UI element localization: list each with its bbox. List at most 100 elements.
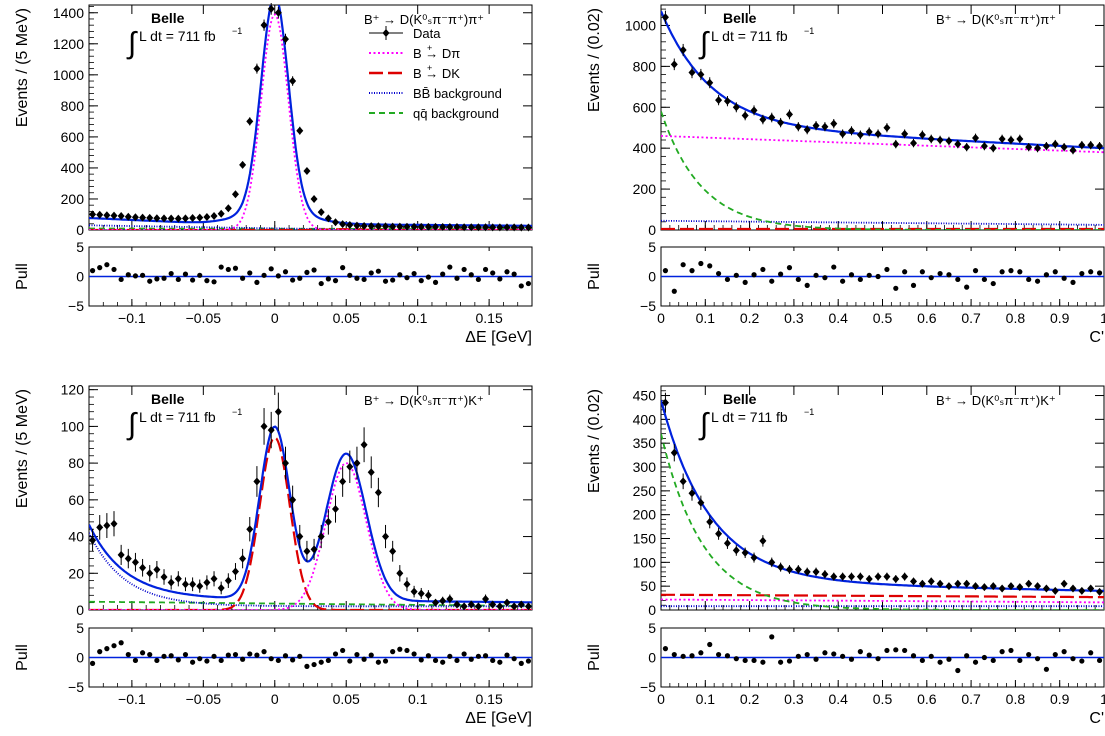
curve-total	[661, 400, 1104, 592]
pull-point	[282, 653, 289, 659]
data-point	[670, 60, 678, 69]
data-point	[874, 129, 882, 138]
pull-point	[804, 651, 810, 658]
legend-label: B → Dπ	[413, 46, 460, 61]
data-point	[203, 578, 211, 587]
y-tick-label: 600	[61, 129, 85, 145]
data-point	[785, 110, 793, 119]
lumi-integral: ∫	[698, 27, 710, 60]
curve-qqbar	[89, 600, 532, 607]
pull-point	[154, 657, 160, 664]
pull-point	[211, 279, 217, 285]
pull-point	[290, 277, 296, 283]
pull-point	[89, 660, 96, 667]
pull-point	[118, 276, 124, 283]
data-point	[688, 68, 696, 77]
y-tick-label: 1000	[53, 67, 84, 83]
data-point	[439, 223, 447, 232]
pull-y-tick-label: 0	[648, 269, 656, 285]
data-point	[117, 550, 125, 559]
data-point	[131, 213, 139, 222]
pull-point	[390, 649, 396, 655]
x-axis-label: C'	[1089, 710, 1104, 727]
pull-point	[1034, 278, 1041, 284]
pull-point	[928, 275, 934, 281]
y-tick-label: 350	[633, 435, 657, 451]
y-tick-label: 40	[68, 529, 84, 545]
belle-label: Belle	[151, 391, 185, 407]
data-point	[1042, 584, 1050, 593]
lumi-text: L dt = 711 fb	[139, 28, 216, 44]
pull-point	[297, 653, 303, 659]
pull-point	[340, 265, 346, 271]
pull-point	[404, 647, 410, 654]
data-point	[1087, 141, 1095, 150]
data-point	[310, 545, 318, 554]
pull-point	[425, 653, 431, 659]
pull-point	[680, 653, 686, 659]
data-point	[353, 459, 361, 468]
curve-qqbar	[661, 111, 1104, 230]
pull-axis-label: Pull	[14, 644, 31, 671]
pull-point	[454, 275, 460, 281]
pull-point	[1061, 275, 1067, 281]
data-point	[467, 600, 475, 609]
pull-point	[225, 652, 231, 658]
y-tick-label: 1400	[53, 5, 84, 21]
data-point	[324, 214, 332, 223]
pull-point	[786, 658, 793, 664]
data-point	[901, 129, 909, 138]
data-point	[821, 122, 829, 131]
data-point	[945, 137, 953, 146]
lumi-exponent: −1	[804, 26, 814, 36]
pull-point	[482, 653, 489, 659]
x-tick-label: 0.15	[476, 691, 503, 707]
data-point	[503, 598, 511, 607]
pull-point	[190, 277, 196, 283]
pull-point	[919, 657, 925, 664]
data-point	[954, 579, 962, 588]
pull-point	[778, 271, 784, 277]
data-point	[1060, 579, 1068, 588]
pull-point	[1096, 270, 1103, 276]
pull-point	[304, 663, 310, 669]
x-tick-label: 0.8	[1006, 691, 1026, 707]
pull-point	[1061, 649, 1067, 655]
x-tick-label: 0.1	[696, 310, 716, 326]
pull-point	[332, 278, 339, 284]
y-tick-label: 200	[61, 191, 85, 207]
data-point	[901, 572, 909, 581]
data-point	[750, 106, 758, 115]
x-tick-label: 0.05	[333, 691, 360, 707]
x-tick-label: 0.2	[740, 310, 760, 326]
data-point	[310, 194, 318, 203]
pull-point	[786, 265, 793, 271]
pull-point	[751, 272, 757, 278]
pull-point	[168, 270, 174, 277]
x-tick-label: 0.05	[333, 310, 360, 326]
pull-point	[282, 269, 289, 275]
data-point	[382, 222, 390, 231]
y-tick-label: 100	[61, 418, 85, 434]
data-point	[281, 35, 289, 44]
data-point	[741, 111, 749, 120]
data-point	[167, 578, 175, 587]
data-point	[794, 565, 802, 574]
pull-point	[733, 272, 739, 278]
pull-point	[504, 269, 510, 275]
pull-point	[680, 262, 686, 268]
data-point	[96, 523, 104, 532]
pull-point	[525, 280, 532, 287]
data-point	[332, 505, 340, 514]
pull-point	[1079, 658, 1085, 664]
data-point	[1025, 143, 1033, 152]
pull-point	[937, 659, 943, 665]
pull-point	[125, 272, 131, 278]
data-point	[980, 142, 988, 151]
data-point	[503, 223, 511, 232]
x-tick-label: 0.4	[828, 310, 848, 326]
data-point	[927, 577, 935, 586]
y-tick-label: 100	[633, 554, 657, 570]
data-point	[1060, 143, 1068, 152]
data-point	[839, 572, 847, 581]
